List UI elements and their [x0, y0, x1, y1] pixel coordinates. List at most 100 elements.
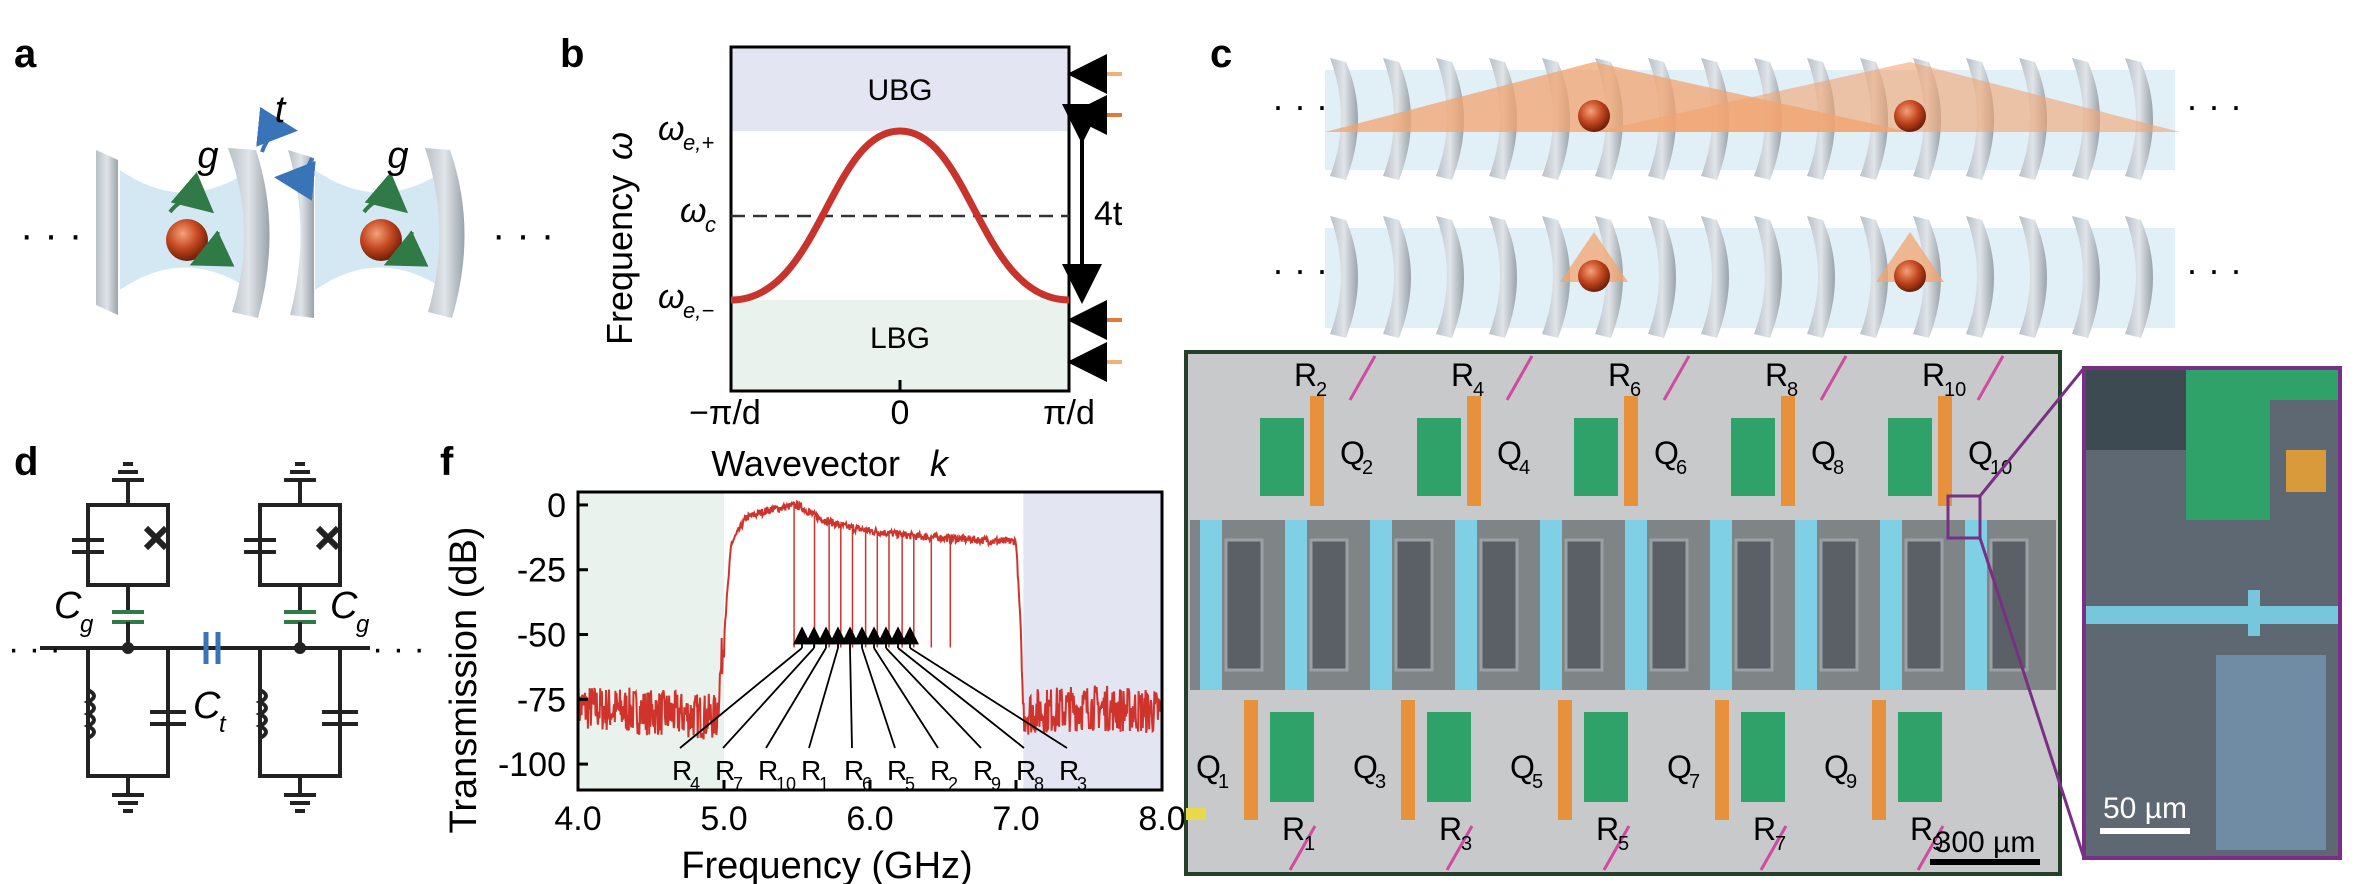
transmission-chart: 4.0 5.0 6.0 7.0 8.0 0-25-50-75-100 R4 R7 R10 R1…	[443, 487, 1186, 884]
y-axis-label: Transmission (dB)	[443, 527, 485, 834]
ellipsis: · · ·	[1272, 249, 1328, 290]
mirror	[1542, 216, 1570, 338]
resonator-meander	[1734, 538, 1774, 672]
qubit-pad	[1898, 712, 1942, 802]
resonator-meander	[1394, 538, 1434, 672]
panel-d-circuit	[40, 462, 370, 813]
y-axis-label: Frequency	[599, 175, 640, 345]
omega-e-plus-sub: e,+	[683, 130, 714, 155]
label-leader	[861, 647, 896, 749]
chip-qubit-label: Q	[1510, 749, 1535, 785]
ellipsis-right: · · ·	[492, 213, 554, 257]
resonator-meander	[1904, 538, 1944, 672]
josephson-junction-icon	[315, 525, 341, 551]
chip-resonator-label-sub: 4	[1473, 379, 1484, 401]
y-tick-label: -75	[517, 681, 566, 719]
qubit-loop	[258, 503, 342, 587]
resonator-label-sub: 7	[733, 774, 743, 794]
atom	[1578, 260, 1610, 292]
flux-line	[1348, 355, 1377, 401]
coupler	[1625, 520, 1647, 690]
mirror	[1489, 216, 1517, 338]
resonator-label-sub: 4	[690, 774, 700, 794]
qubit-junction	[1244, 700, 1258, 820]
ct-sub: t	[219, 711, 227, 738]
flux-line	[1445, 825, 1474, 871]
resonator-label-sub: 5	[905, 774, 915, 794]
mirror	[1807, 216, 1835, 338]
inductor-icon	[83, 688, 96, 740]
qubit-pad	[1731, 418, 1775, 496]
x-axis-label: Wavevector	[711, 443, 900, 484]
ellipsis: · · ·	[2186, 85, 2242, 126]
label-leader	[849, 647, 853, 749]
hopping-arrow-icon	[256, 106, 298, 153]
chip-resonator-label-sub: 9	[1932, 833, 1943, 855]
omega-c-sub: c	[705, 212, 716, 237]
chip-qubit-label-sub: 6	[1676, 457, 1687, 479]
resonator-meander	[1479, 538, 1519, 672]
bond-pad	[1186, 808, 1206, 820]
panel-letter-a: a	[14, 32, 37, 76]
bound-state-envelope	[1560, 232, 1628, 282]
x-tick-label-pos: π/d	[1043, 394, 1095, 432]
label-leader	[808, 647, 839, 749]
x-axis-label: Frequency (GHz)	[681, 845, 972, 884]
resonator-label: R	[973, 755, 993, 786]
resonator-meander	[1989, 538, 2029, 672]
chip-resonator-label: R	[1765, 357, 1788, 393]
omega-c-label: ω	[680, 192, 706, 230]
transmission-trace	[577, 499, 1163, 740]
cg-left-sub: g	[80, 611, 94, 638]
qubit-pad	[1584, 712, 1628, 802]
resonator-meander	[1649, 538, 1689, 672]
coupling-arrow-icon	[383, 230, 429, 267]
chip-resonator-label: R	[1596, 811, 1619, 847]
coupler	[1200, 520, 1222, 690]
flux-line	[1759, 825, 1788, 871]
zoom-inset: 50 µm	[2082, 366, 2342, 860]
chip-qubit-label-sub: 8	[1833, 457, 1844, 479]
coupler	[1285, 520, 1307, 690]
resonator-label-sub: 2	[948, 774, 958, 794]
mirror	[228, 148, 270, 318]
qubit-junction	[1310, 396, 1324, 506]
qubit-pad	[1741, 712, 1785, 802]
coupling-label-right: g	[387, 135, 408, 177]
bandwidth-label: 4t	[1094, 195, 1123, 233]
cg-left-label: C	[54, 585, 82, 627]
qubit-pad	[1888, 418, 1932, 496]
x-tick-label: 6.0	[846, 800, 893, 838]
inset-coupler	[2248, 590, 2260, 636]
y-tick-label: -50	[517, 617, 566, 655]
chip-qubit-label: Q	[1811, 435, 1836, 471]
coupler	[1710, 520, 1732, 690]
zoom-line	[1978, 367, 2086, 497]
resonator-label: R	[801, 755, 821, 786]
resonator-meander	[1564, 538, 1604, 672]
coupler	[1880, 520, 1902, 690]
panel-b-band-plot: UBG LBG −π/d 0 π/d Wavevector k Frequenc…	[599, 45, 1123, 484]
resonator-label: R	[930, 755, 950, 786]
resonator-meander	[1309, 538, 1349, 672]
mirror	[1383, 216, 1411, 338]
panel-letter-c: c	[1210, 32, 1233, 76]
dispersion-curve	[730, 127, 1070, 304]
y-tick-label: 0	[547, 487, 566, 525]
chip-resonator-label-sub: 6	[1630, 379, 1641, 401]
mirror	[2125, 216, 2153, 338]
qubit-loop	[86, 503, 170, 587]
chip-qubit-label-sub: 2	[1362, 457, 1373, 479]
atom	[1894, 100, 1926, 132]
coupler	[1370, 520, 1392, 690]
qubit-junction	[1872, 700, 1886, 820]
chip-qubit-label: Q	[1340, 435, 1365, 471]
y-axis-ticks: 0 -25 -50 -75 -100	[498, 487, 588, 784]
chip-qubit-label-sub: 5	[1532, 771, 1543, 793]
coupling-arrow-icon	[189, 230, 235, 267]
chip-resonator-label-sub: 10	[1944, 379, 1966, 401]
qubit-pad	[1574, 418, 1618, 496]
mirror	[1648, 216, 1676, 338]
mirror	[1330, 216, 1358, 338]
chip-micrograph: R2R4R6R8R10Q2Q4Q6Q8Q10Q1Q3Q5Q7Q9R1R3R5R7…	[1184, 350, 2086, 876]
